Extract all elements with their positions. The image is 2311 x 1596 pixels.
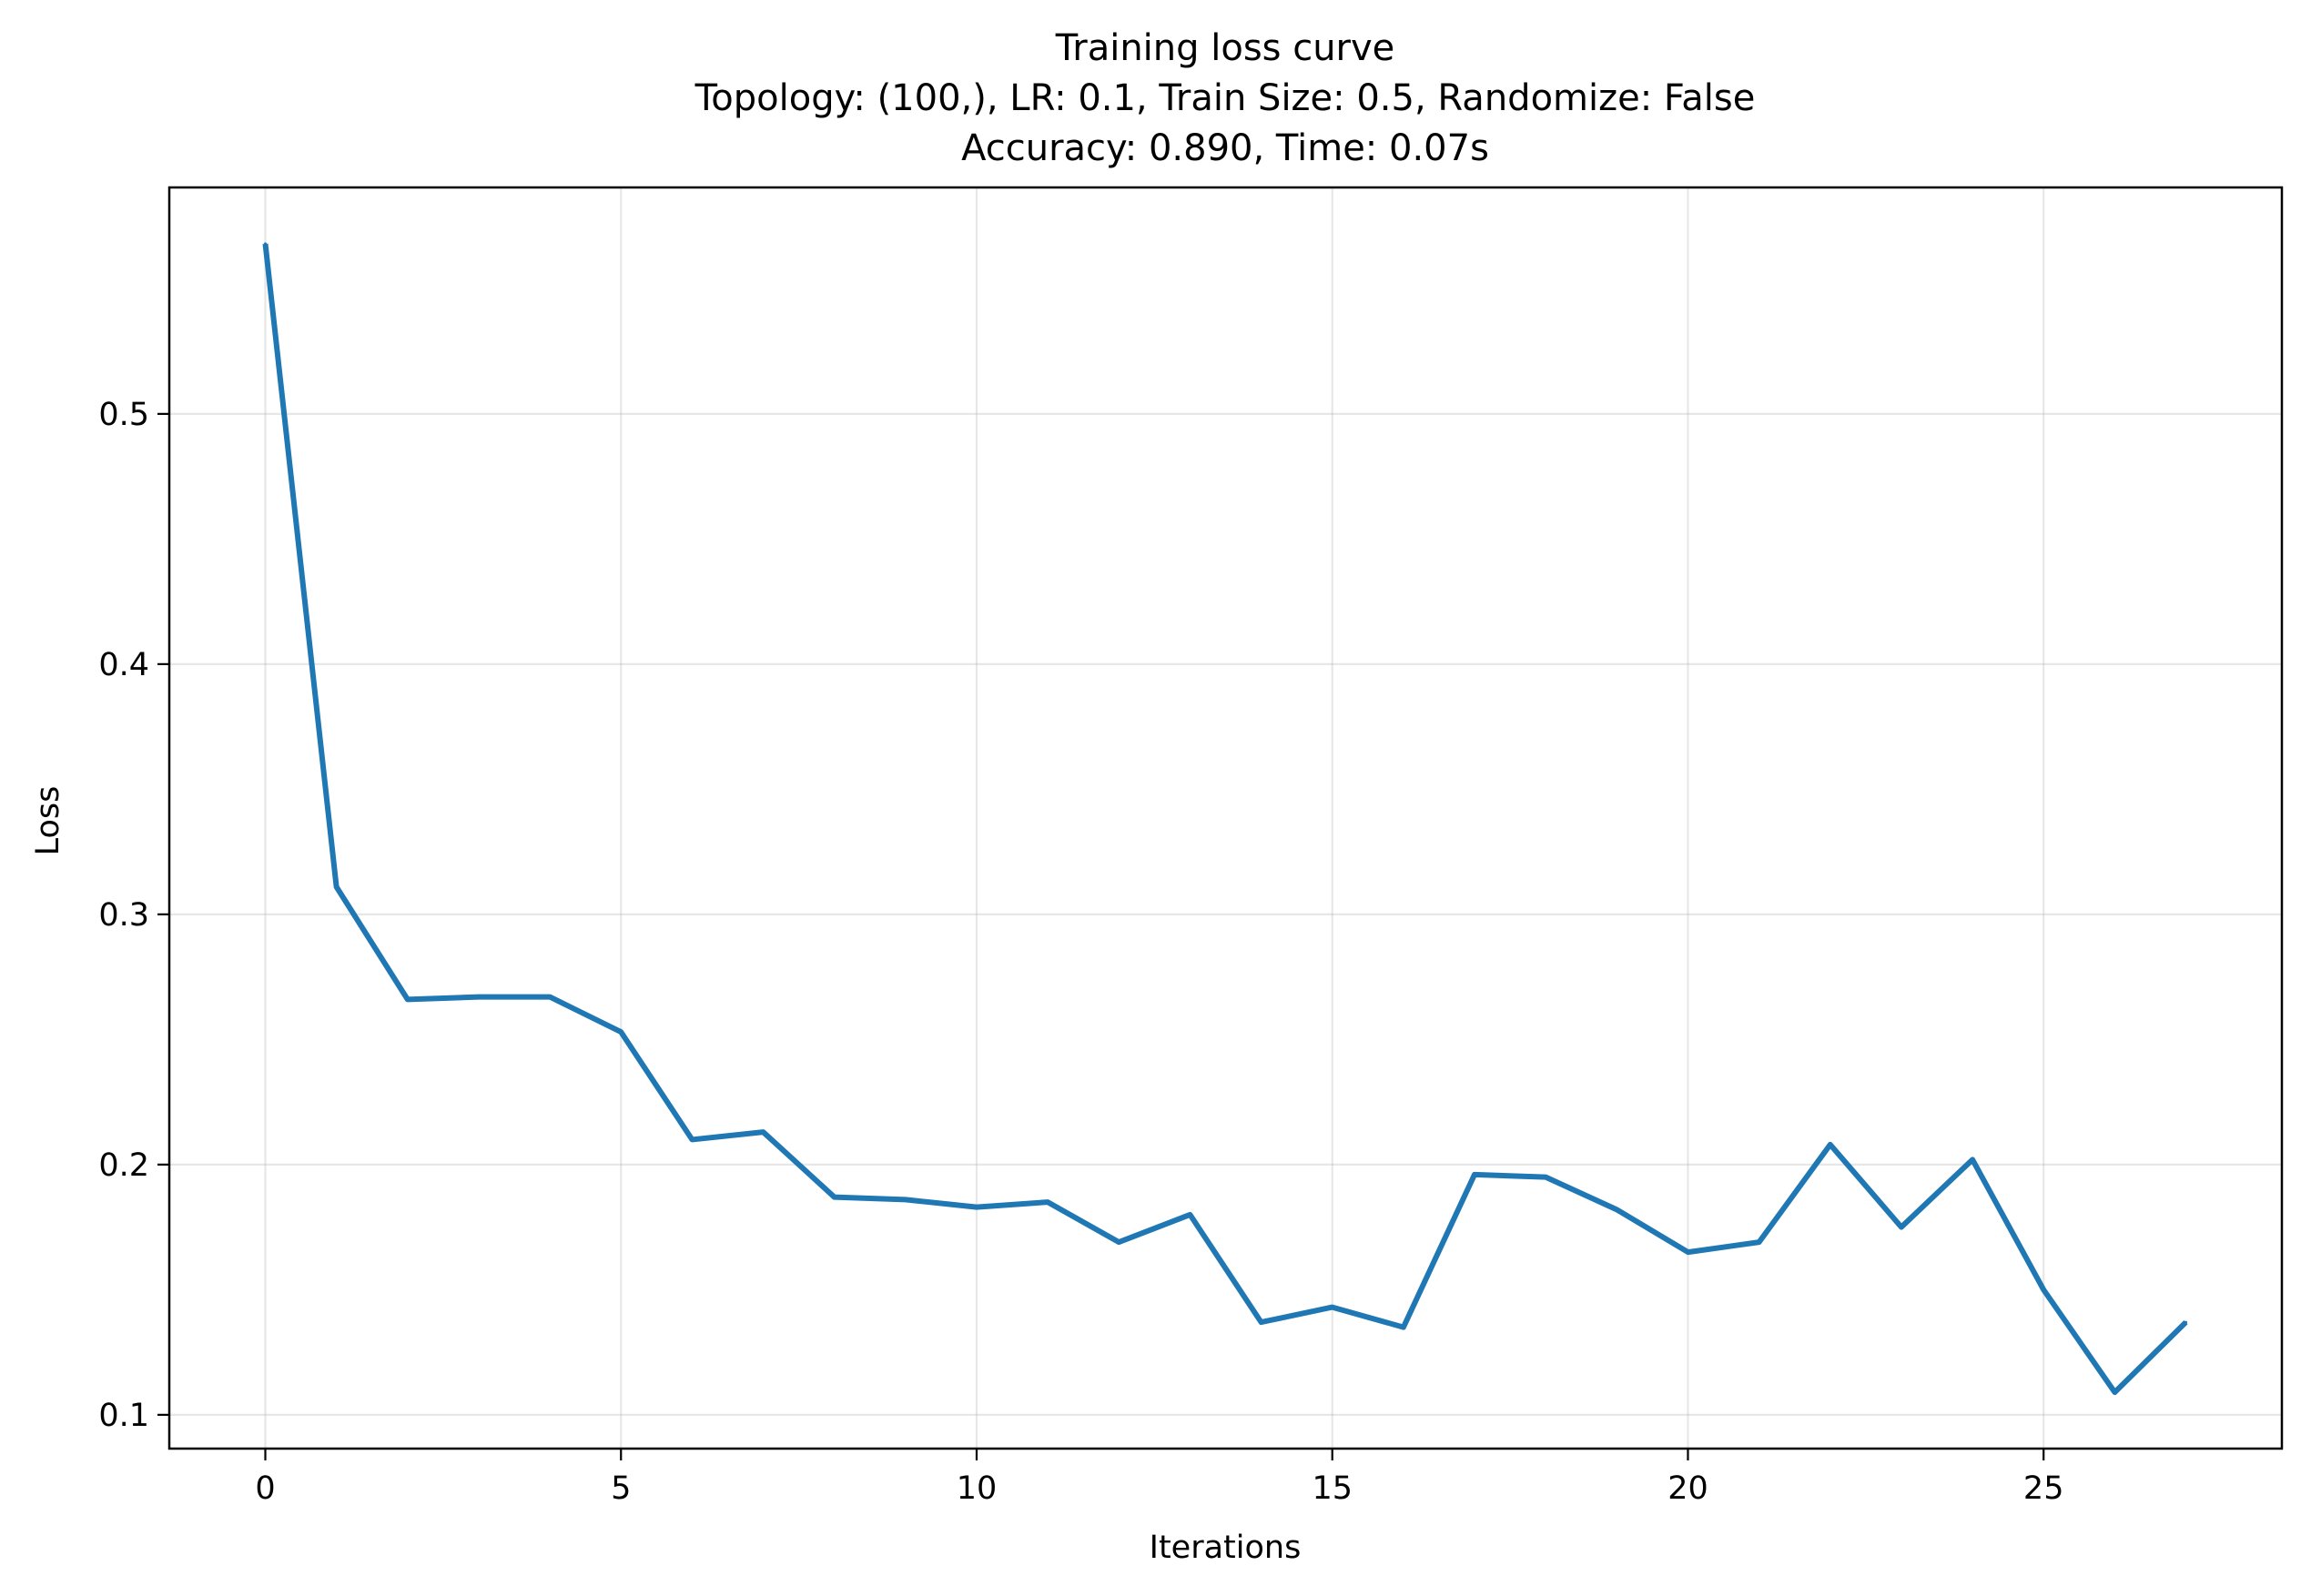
- y-tick-label: 0.4: [98, 647, 149, 683]
- data-point: [548, 995, 552, 999]
- data-point: [1829, 1143, 1832, 1146]
- data-point: [904, 1197, 907, 1201]
- x-axis: 0 5 10 15 20 25: [255, 1449, 2063, 1507]
- y-tick-label: 0.2: [98, 1147, 149, 1184]
- x-tick-label: 15: [1312, 1470, 1353, 1507]
- data-point: [335, 885, 339, 889]
- data-point: [1402, 1326, 1405, 1329]
- y-tick-label: 0.1: [98, 1398, 149, 1434]
- data-point: [1758, 1240, 1761, 1244]
- data-point: [1615, 1207, 1618, 1211]
- x-axis-label: Iterations: [1150, 1530, 1302, 1566]
- data-point: [619, 1030, 623, 1034]
- series-layer: [262, 242, 2188, 1396]
- data-point: [1260, 1320, 1263, 1324]
- y-axis-label: Loss: [30, 786, 66, 856]
- data-point: [1686, 1250, 1689, 1254]
- data-point: [1473, 1173, 1476, 1177]
- data-point: [762, 1130, 765, 1134]
- data-point: [1046, 1200, 1049, 1204]
- data-point: [2113, 1390, 2116, 1394]
- data-point: [406, 997, 410, 1001]
- data-point: [1188, 1213, 1191, 1217]
- y-axis: 0.1 0.2 0.3 0.4 0.5: [98, 397, 169, 1434]
- y-tick-label: 0.5: [98, 397, 149, 433]
- data-point: [690, 1137, 694, 1141]
- title-line-3: Accuracy: 0.890, Time: 0.07s: [961, 127, 1489, 169]
- data-point: [1544, 1176, 1547, 1179]
- data-point: [2184, 1320, 2187, 1324]
- title-line-1: Training loss curve: [1055, 27, 1395, 69]
- plot-frame: [167, 186, 2284, 1450]
- x-tick-label: 20: [1667, 1470, 1708, 1507]
- data-point: [1971, 1157, 1974, 1161]
- chart-title: Training loss curve Topology: (100,), LR…: [694, 27, 1756, 169]
- data-point: [833, 1196, 836, 1199]
- data-point: [477, 995, 481, 999]
- grid-lines: [169, 187, 2282, 1449]
- title-line-2: Topology: (100,), LR: 0.1, Train Size: 0…: [694, 77, 1756, 119]
- data-point: [975, 1206, 978, 1209]
- data-point: [1117, 1240, 1120, 1244]
- loss-series-line: [262, 243, 2188, 1396]
- data-point: [264, 242, 267, 246]
- x-tick-label: 10: [957, 1470, 998, 1507]
- data-point: [1331, 1306, 1334, 1309]
- data-point: [2042, 1288, 2045, 1291]
- y-tick-label: 0.3: [98, 897, 149, 934]
- x-tick-label: 5: [611, 1470, 631, 1507]
- x-tick-label: 25: [2023, 1470, 2064, 1507]
- data-point: [1900, 1226, 1903, 1229]
- x-tick-label: 0: [255, 1470, 275, 1507]
